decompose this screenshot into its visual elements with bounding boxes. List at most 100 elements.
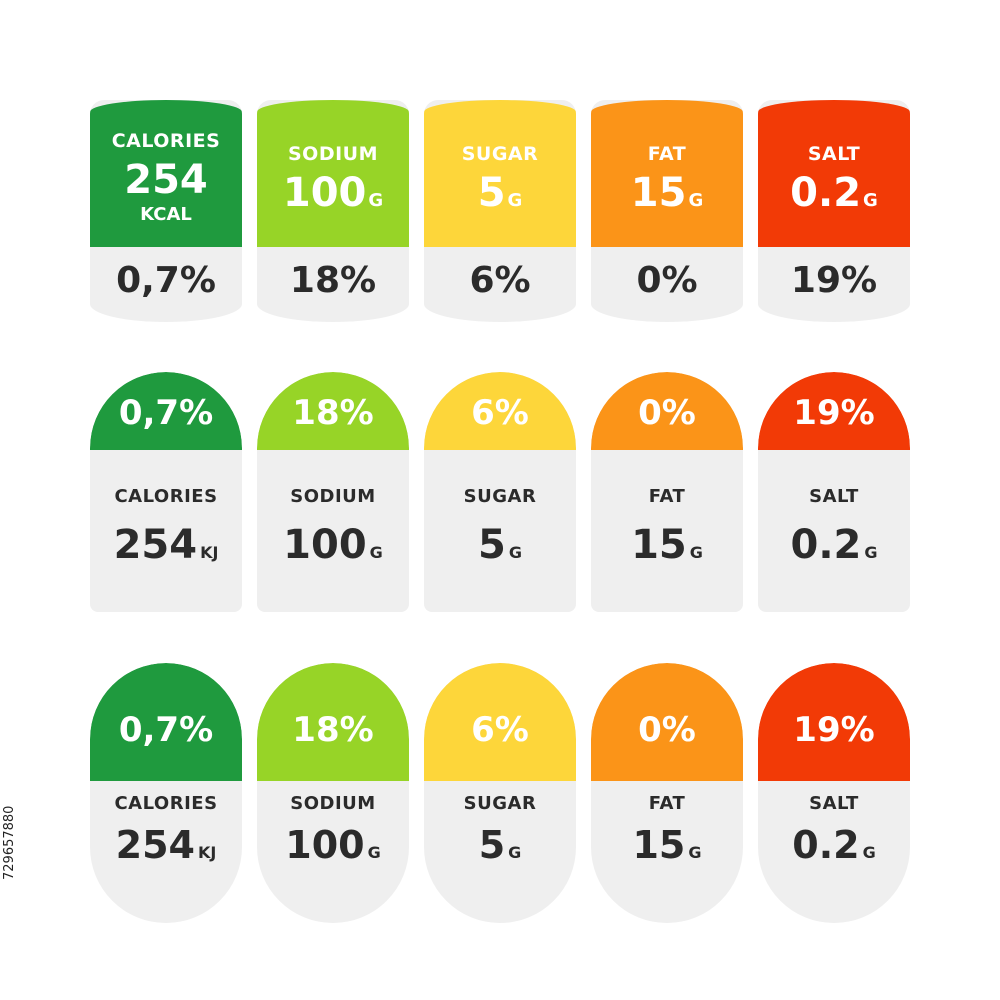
- nutrient-name: CALORIES: [114, 485, 218, 507]
- salt-label-card: 19% SALT 0.2 G: [758, 372, 910, 612]
- label-row-3: 0,7% CALORIES 254 KJ 18% SODIUM 100 G 6% S…: [90, 663, 910, 923]
- daily-percent: 0,7%: [116, 259, 216, 301]
- stock-image-id: 729657880: [2, 805, 17, 880]
- sugar-color-header: 6%: [424, 663, 576, 781]
- calories-color-header: 0,7%: [90, 663, 242, 781]
- percent-section: 6%: [424, 247, 576, 322]
- nutrient-amount: 15 G: [631, 173, 703, 213]
- amount-unit: G: [863, 189, 878, 211]
- nutrient-amount: 100 G: [285, 826, 380, 864]
- nutrient-amount: 15 G: [631, 525, 703, 565]
- daily-percent: 18%: [292, 393, 374, 433]
- amount-unit: G: [508, 843, 522, 862]
- amount-value: 5: [478, 823, 506, 867]
- daily-percent: 0%: [636, 259, 698, 301]
- calories-label-card: 0,7% CALORIES 254 KJ: [90, 372, 242, 612]
- daily-percent: 18%: [289, 259, 377, 301]
- amount-unit: G: [864, 542, 878, 562]
- amount-value: 15: [631, 521, 687, 568]
- nutrient-amount: 254 KJ: [116, 826, 217, 864]
- salt-color-header: 19%: [758, 372, 910, 450]
- nutrient-section: FAT 15 G: [591, 450, 743, 612]
- nutrient-section: CALORIES 254 KJ: [90, 781, 242, 923]
- nutrient-unit: KCAL: [140, 204, 192, 225]
- percent-section: 0,7%: [90, 247, 242, 322]
- amount-unit: G: [369, 542, 383, 562]
- fat-color-header: FAT 15 G: [591, 100, 743, 247]
- fat-label-card: 0% FAT 15 G: [591, 663, 743, 923]
- salt-label-card: 19% SALT 0.2 G: [758, 663, 910, 923]
- percent-section: 19%: [758, 247, 910, 322]
- nutrient-name: SUGAR: [463, 793, 537, 814]
- fat-label-card: FAT 15 G 0%: [591, 100, 743, 322]
- daily-percent: 6%: [471, 393, 529, 433]
- sodium-color-header: 18%: [257, 663, 409, 781]
- amount-value: 0.2: [792, 823, 860, 867]
- nutrient-section: SALT 0.2 G: [758, 781, 910, 923]
- amount-value: 15: [630, 169, 687, 216]
- daily-percent: 6%: [471, 710, 529, 750]
- nutrient-amount: 15 G: [632, 826, 701, 864]
- sodium-label-card: 18% SODIUM 100 G: [257, 372, 409, 612]
- daily-percent: 0%: [638, 393, 696, 433]
- nutrient-name: SODIUM: [290, 485, 376, 507]
- sodium-color-header: 18%: [257, 372, 409, 450]
- salt-label-card: SALT 0.2 G 19%: [758, 100, 910, 322]
- daily-percent: 0%: [638, 710, 696, 750]
- amount-value: 100: [282, 169, 367, 216]
- nutrient-name: SUGAR: [463, 485, 537, 507]
- amount-value: 100: [283, 521, 367, 568]
- percent-section: 0%: [591, 247, 743, 322]
- nutrient-name: FAT: [648, 485, 686, 507]
- amount-unit: G: [368, 189, 384, 211]
- nutrient-amount: 254: [124, 157, 208, 203]
- amount-unit: G: [688, 843, 702, 862]
- nutrient-name: SUGAR: [461, 142, 539, 165]
- sugar-color-header: 6%: [424, 372, 576, 450]
- daily-percent: 19%: [790, 259, 878, 301]
- daily-percent: 0,7%: [118, 393, 214, 433]
- label-row-2: 0,7% CALORIES 254 KJ 18% SODIUM 100 G 6% S…: [90, 372, 910, 612]
- fat-label-card: 0% FAT 15 G: [591, 372, 743, 612]
- amount-value: 254: [113, 521, 198, 568]
- nutrient-section: SALT 0.2 G: [758, 450, 910, 612]
- amount-unit: G: [688, 189, 704, 211]
- nutrient-name: SODIUM: [290, 793, 376, 814]
- daily-percent: 0,7%: [118, 710, 214, 750]
- nutrient-name: SALT: [809, 793, 859, 814]
- amount-unit: G: [689, 542, 703, 562]
- nutrient-name: CALORIES: [114, 793, 218, 814]
- amount-unit: KJ: [200, 542, 219, 562]
- nutrient-amount: 0.2 G: [791, 525, 878, 565]
- nutrient-section: FAT 15 G: [591, 781, 743, 923]
- nutrient-amount: 100 G: [283, 173, 383, 213]
- nutrient-name: SODIUM: [287, 142, 378, 165]
- nutrient-name: CALORIES: [111, 130, 221, 152]
- nutrient-section: CALORIES 254 KJ: [90, 450, 242, 612]
- nutrient-amount: 0.2 G: [790, 173, 878, 213]
- amount-value: 254: [115, 823, 195, 867]
- fat-color-header: 0%: [591, 663, 743, 781]
- daily-percent: 18%: [292, 710, 374, 750]
- nutrient-section: SODIUM 100 G: [257, 781, 409, 923]
- amount-value: 5: [477, 169, 506, 216]
- calories-label-card: 0,7% CALORIES 254 KJ: [90, 663, 242, 923]
- amount-value: 15: [632, 823, 686, 867]
- amount-unit: G: [862, 843, 876, 862]
- nutrient-name: FAT: [648, 793, 686, 814]
- nutrient-section: SODIUM 100 G: [257, 450, 409, 612]
- calories-label-card: CALORIES 254 KCAL 0,7%: [90, 100, 242, 322]
- salt-color-header: SALT 0.2 G: [758, 100, 910, 247]
- calories-color-header: 0,7%: [90, 372, 242, 450]
- daily-percent: 6%: [469, 259, 531, 301]
- sodium-label-card: SODIUM 100 G 18%: [257, 100, 409, 322]
